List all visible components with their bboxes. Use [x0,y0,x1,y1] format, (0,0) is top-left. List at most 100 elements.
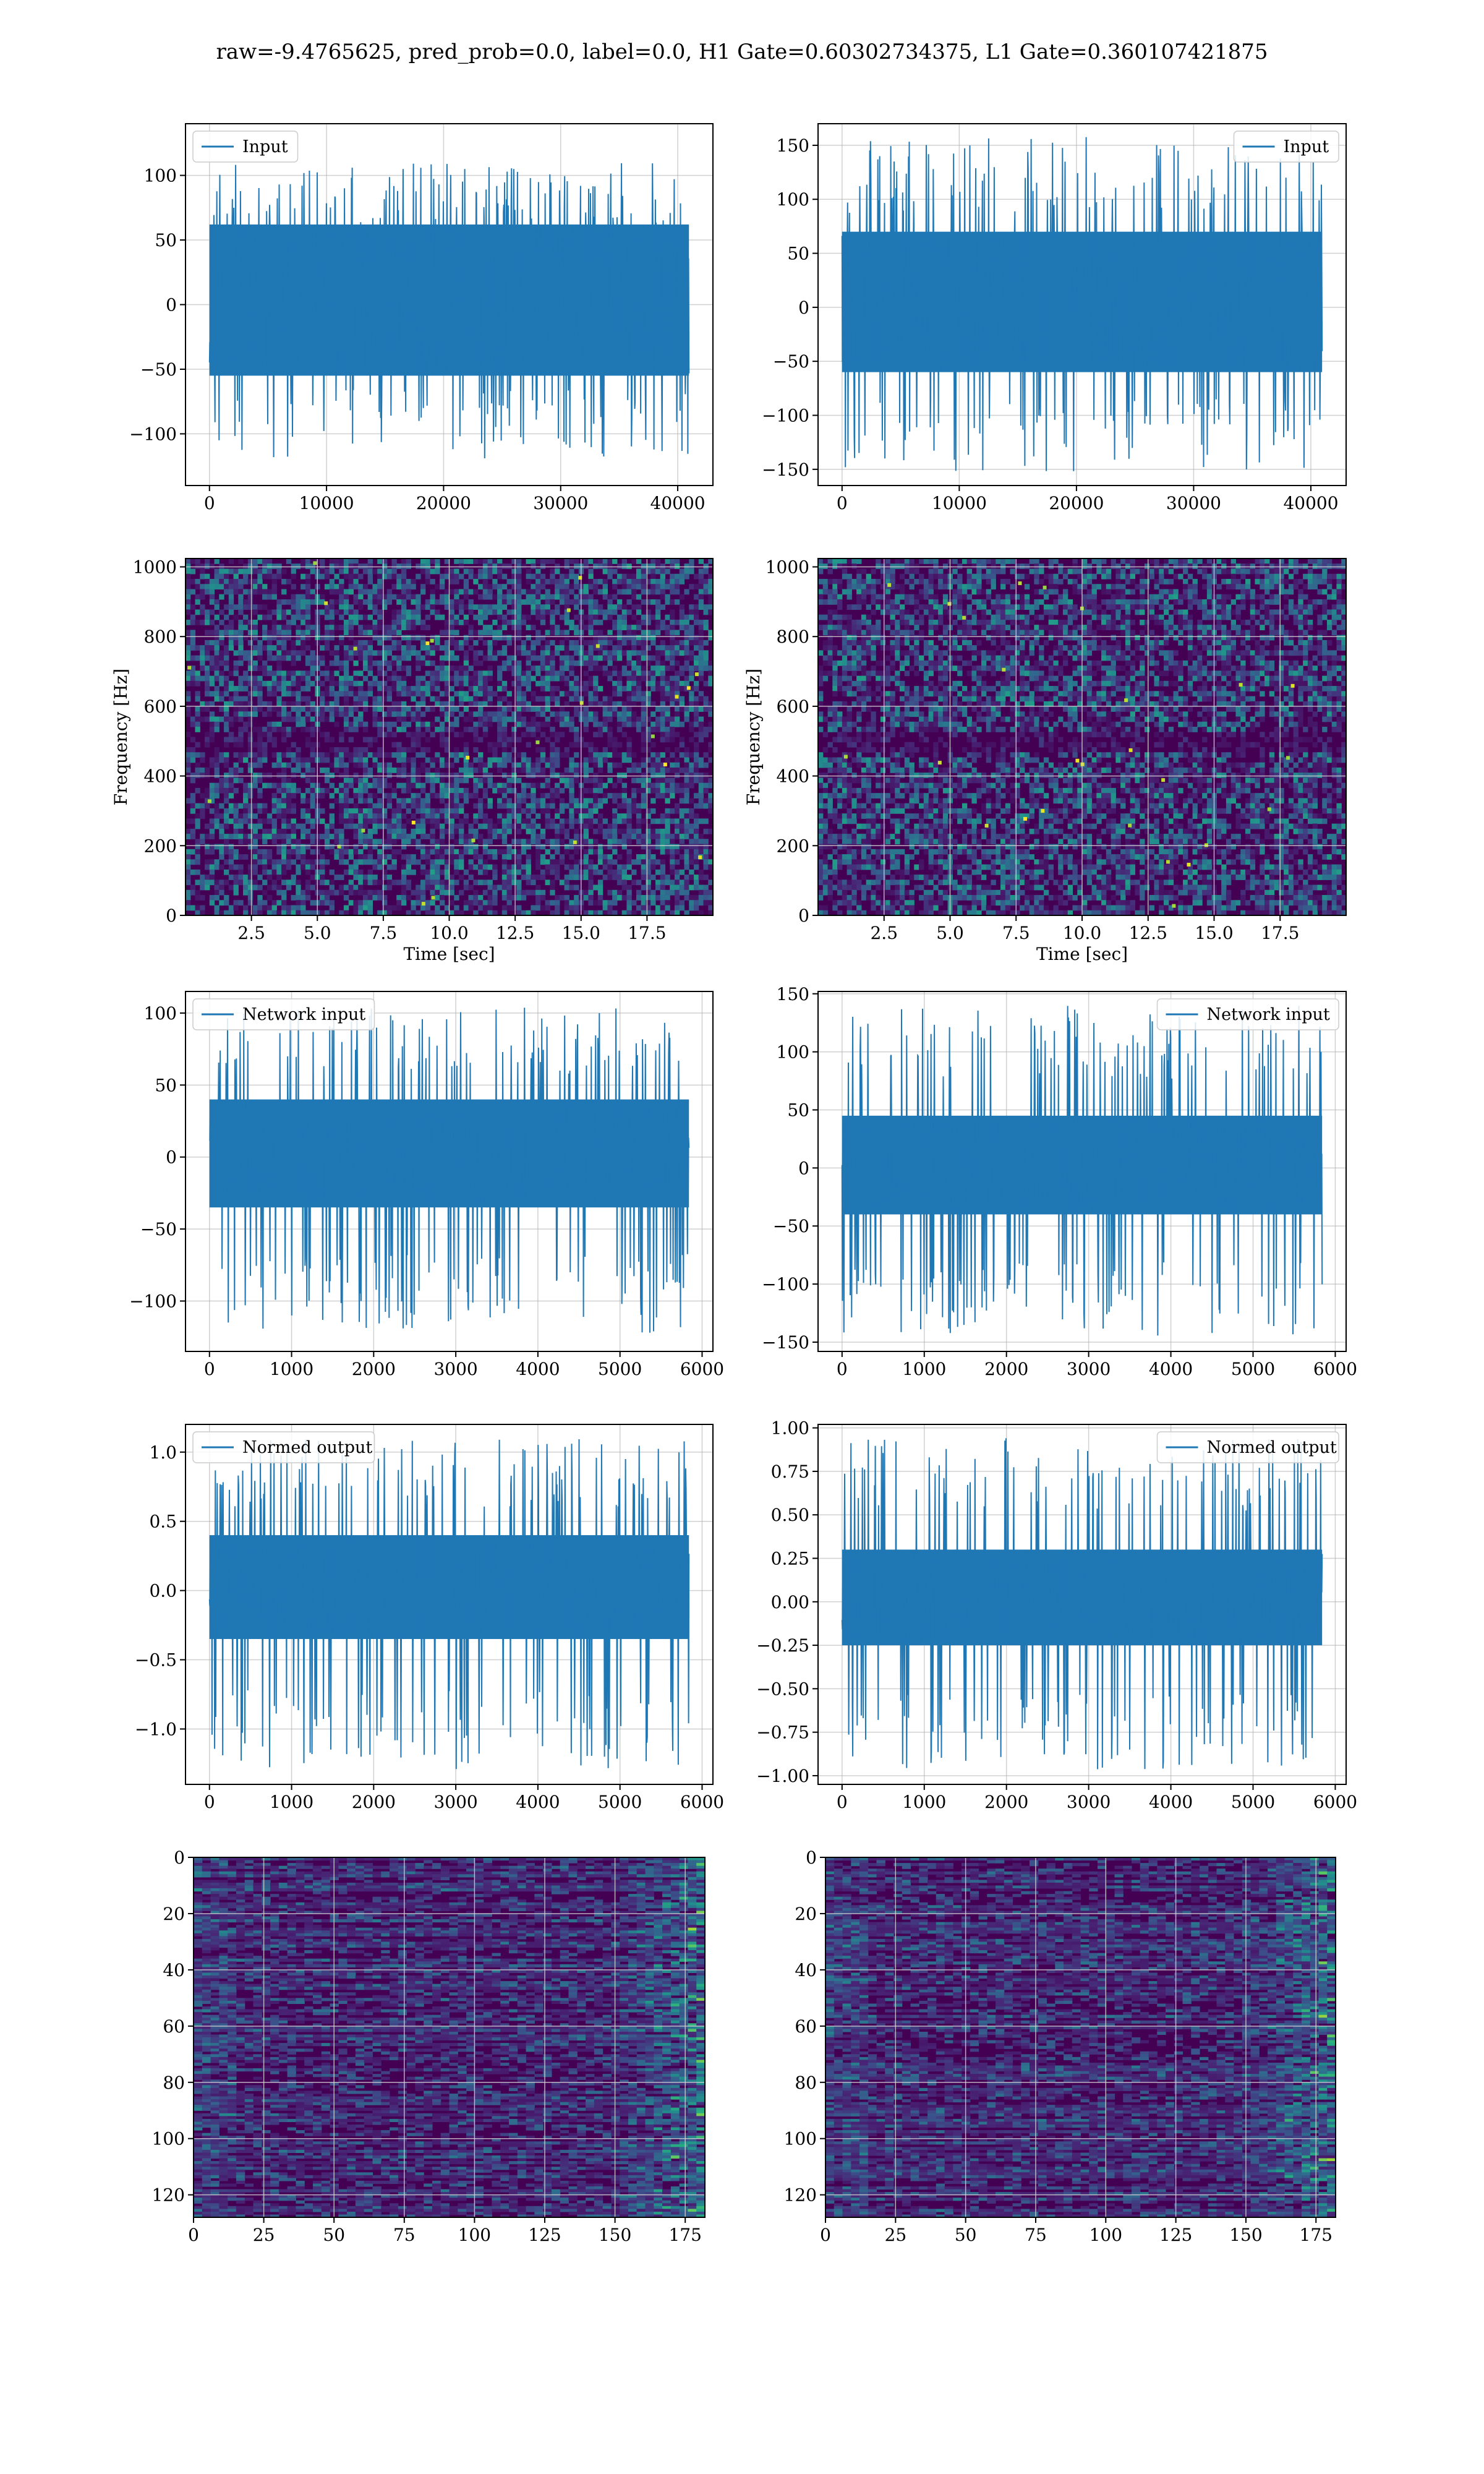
h1-network-input-series-line [209,1008,690,1333]
h1-input-legend: Input [192,131,299,163]
l1-network-input-xtick-label: 4000 [1149,1359,1193,1379]
h1-feature-map-ytick-label: 60 [163,2016,185,2037]
h1-normed-output-xtick-label: 1000 [270,1792,313,1812]
h1-normed-output-xtick-label: 6000 [680,1792,724,1812]
l1-spectrogram-ytick-label: 400 [777,766,809,787]
l1-normed-output-xtick-label: 1000 [902,1792,946,1812]
h1-network-input-xtick-label: 6000 [680,1359,724,1379]
h1-input-ytick-label: 0 [166,295,177,315]
h1-feature-map-ytick-label: 100 [152,2129,185,2149]
l1-feature-map-xtick-label: 75 [1025,2225,1047,2245]
l1-normed-output-ytick-label: 0.50 [771,1505,809,1525]
h1-spectrogram-ytick-label: 600 [144,696,177,717]
h1-feature-map-xtick-label: 125 [528,2225,561,2245]
l1-feature-map-ytick-label: 60 [795,2016,817,2037]
h1-normed-output-xtick-label: 4000 [516,1792,560,1812]
l1-feature-map-xtick-label: 100 [1090,2225,1122,2245]
h1-spectrogram-xlabel: Time [sec] [403,944,495,964]
h1-spectrogram-panel: 2.5 5.0 7.5 10.0 12.5 15.0 17.5 0 200 400 600 800 10… [111,557,714,964]
l1-feature-map-ytick-label: 20 [795,1904,817,1924]
h1-spectrogram-xtick-label: 15.0 [562,923,600,943]
h1-network-input-ytick-label: 50 [155,1075,177,1095]
l1-spectrogram-xtick-label: 5.0 [936,923,964,943]
l1-input-ytick-label: 100 [777,189,809,210]
h1-spectrogram-xtick-label: 5.0 [304,923,331,943]
h1-spectrogram-xtick-label: 10.0 [430,923,468,943]
l1-normed-output-legend: Normed output [1156,1431,1339,1463]
h1-feature-map-xtick-label: 25 [253,2225,275,2245]
h1-input-xtick-label: 40000 [650,493,706,513]
l1-input-xtick-label: 40000 [1283,493,1338,513]
l1-feature-map-ytick-label: 40 [795,1960,817,1980]
l1-spectrogram-ylabel: Frequency [Hz] [743,669,764,805]
l1-network-input-ytick-label: 150 [777,984,809,1004]
h1-network-input-panel: 0 1000 2000 3000 4000 5000 6000 −100 −50 0 50 100 Ne… [129,991,724,1379]
l1-feature-map-xtick-label: 175 [1300,2225,1333,2245]
l1-network-input-ytick-label: −150 [762,1332,809,1353]
l1-input-ytick-label: 150 [777,135,809,156]
l1-normed-output-ytick-label: −1.00 [756,1766,809,1786]
h1-normed-output-xtick-label: 2000 [352,1792,396,1812]
h1-spectrogram-xtick-label: 7.5 [370,923,398,943]
l1-normed-output-ytick-label: 0.00 [771,1592,809,1612]
l1-network-input-xtick-label: 3000 [1067,1359,1111,1379]
h1-normed-output-xtick-label: 5000 [598,1792,642,1812]
l1-feature-map-image [825,1857,1336,2217]
l1-spectrogram-ytick-label: 1000 [765,557,809,578]
h1-normed-output-ytick-label: 1.0 [149,1442,177,1463]
h1-feature-map-xtick-label: 50 [323,2225,345,2245]
l1-spectrogram-xtick-label: 10.0 [1063,923,1101,943]
h1-spectrogram-ytick-label: 200 [144,836,177,856]
l1-feature-map-ytick-label: 100 [784,2129,817,2149]
l1-normed-output-xtick-label: 3000 [1067,1792,1111,1812]
h1-feature-map-ytick-label: 20 [163,1904,185,1924]
h1-input-panel: 0 10000 20000 30000 40000 −100 −50 0 50 100 Input [129,123,714,513]
h1-spectrogram-ytick-label: 400 [144,766,177,787]
l1-spectrogram-panel: 2.5 5.0 7.5 10.0 12.5 15.0 17.5 0 200 400 600 800 10… [743,557,1347,964]
h1-normed-output-series-line [208,1439,690,1770]
h1-feature-map-image [194,1857,705,2217]
h1-normed-output-panel: 0 1000 2000 3000 4000 5000 6000 −1.0 −0.5 0.0 0.5 1… [135,1424,724,1812]
l1-spectrogram-xtick-label: 17.5 [1261,923,1299,943]
l1-normed-output-ytick-label: 0.25 [771,1548,809,1569]
h1-input-xtick-label: 30000 [533,493,588,513]
l1-input-ytick-label: −100 [762,405,809,426]
h1-network-input-ytick-label: 0 [166,1147,177,1168]
l1-normed-output-xtick-label: 6000 [1313,1792,1357,1812]
h1-spectrogram-image [186,559,713,915]
h1-network-input-xtick-label: 3000 [433,1359,477,1379]
h1-feature-map-xtick-label: 175 [668,2225,701,2245]
l1-normed-output-legend-label: Normed output [1207,1438,1337,1457]
h1-feature-map-xtick-label: 100 [458,2225,491,2245]
h1-normed-output-legend-label: Normed output [242,1438,372,1457]
h1-normed-output-ytick-label: 0.0 [149,1581,177,1601]
l1-spectrogram-xtick-label: 7.5 [1002,923,1030,943]
h1-spectrogram-ylabel: Frequency [Hz] [111,669,131,805]
l1-normed-output-xtick-label: 0 [837,1792,848,1812]
l1-network-input-xtick-label: 5000 [1231,1359,1275,1379]
l1-feature-map-xtick-label: 125 [1159,2225,1192,2245]
h1-network-input-ytick-label: −50 [140,1219,177,1239]
h1-spectrogram-xtick-label: 2.5 [237,923,265,943]
l1-spectrogram-ytick-label: 0 [798,905,809,926]
l1-network-input-legend: Network input [1156,998,1339,1030]
l1-feature-map-ytick-label: 120 [784,2185,817,2206]
l1-spectrogram-xtick-label: 12.5 [1129,923,1167,943]
h1-feature-map-ytick-label: 80 [163,2073,185,2093]
l1-spectrogram-xtick-label: 2.5 [870,923,898,943]
l1-network-input-xtick-label: 2000 [984,1359,1028,1379]
h1-input-legend-label: Input [242,137,288,156]
l1-network-input-panel: 0 1000 2000 3000 4000 5000 6000 −150 −100 −50 0 50 1… [762,984,1357,1379]
l1-network-input-series-line [841,1006,1323,1336]
h1-input-xtick-label: 20000 [416,493,471,513]
h1-feature-map-xtick-label: 75 [393,2225,416,2245]
l1-network-input-ytick-label: 100 [777,1042,809,1063]
h1-network-input-xtick-label: 5000 [598,1359,642,1379]
h1-normed-output-xtick-label: 0 [204,1792,215,1812]
h1-feature-map-ytick-label: 120 [152,2185,185,2206]
l1-input-panel: 0 10000 20000 30000 40000 −150 −100 −50 0 50 100 15… [762,123,1347,513]
l1-network-input-xtick-label: 6000 [1313,1359,1357,1379]
h1-normed-output-ytick-label: 0.5 [149,1512,177,1532]
l1-feature-map-ytick-label: 80 [795,2073,817,2093]
